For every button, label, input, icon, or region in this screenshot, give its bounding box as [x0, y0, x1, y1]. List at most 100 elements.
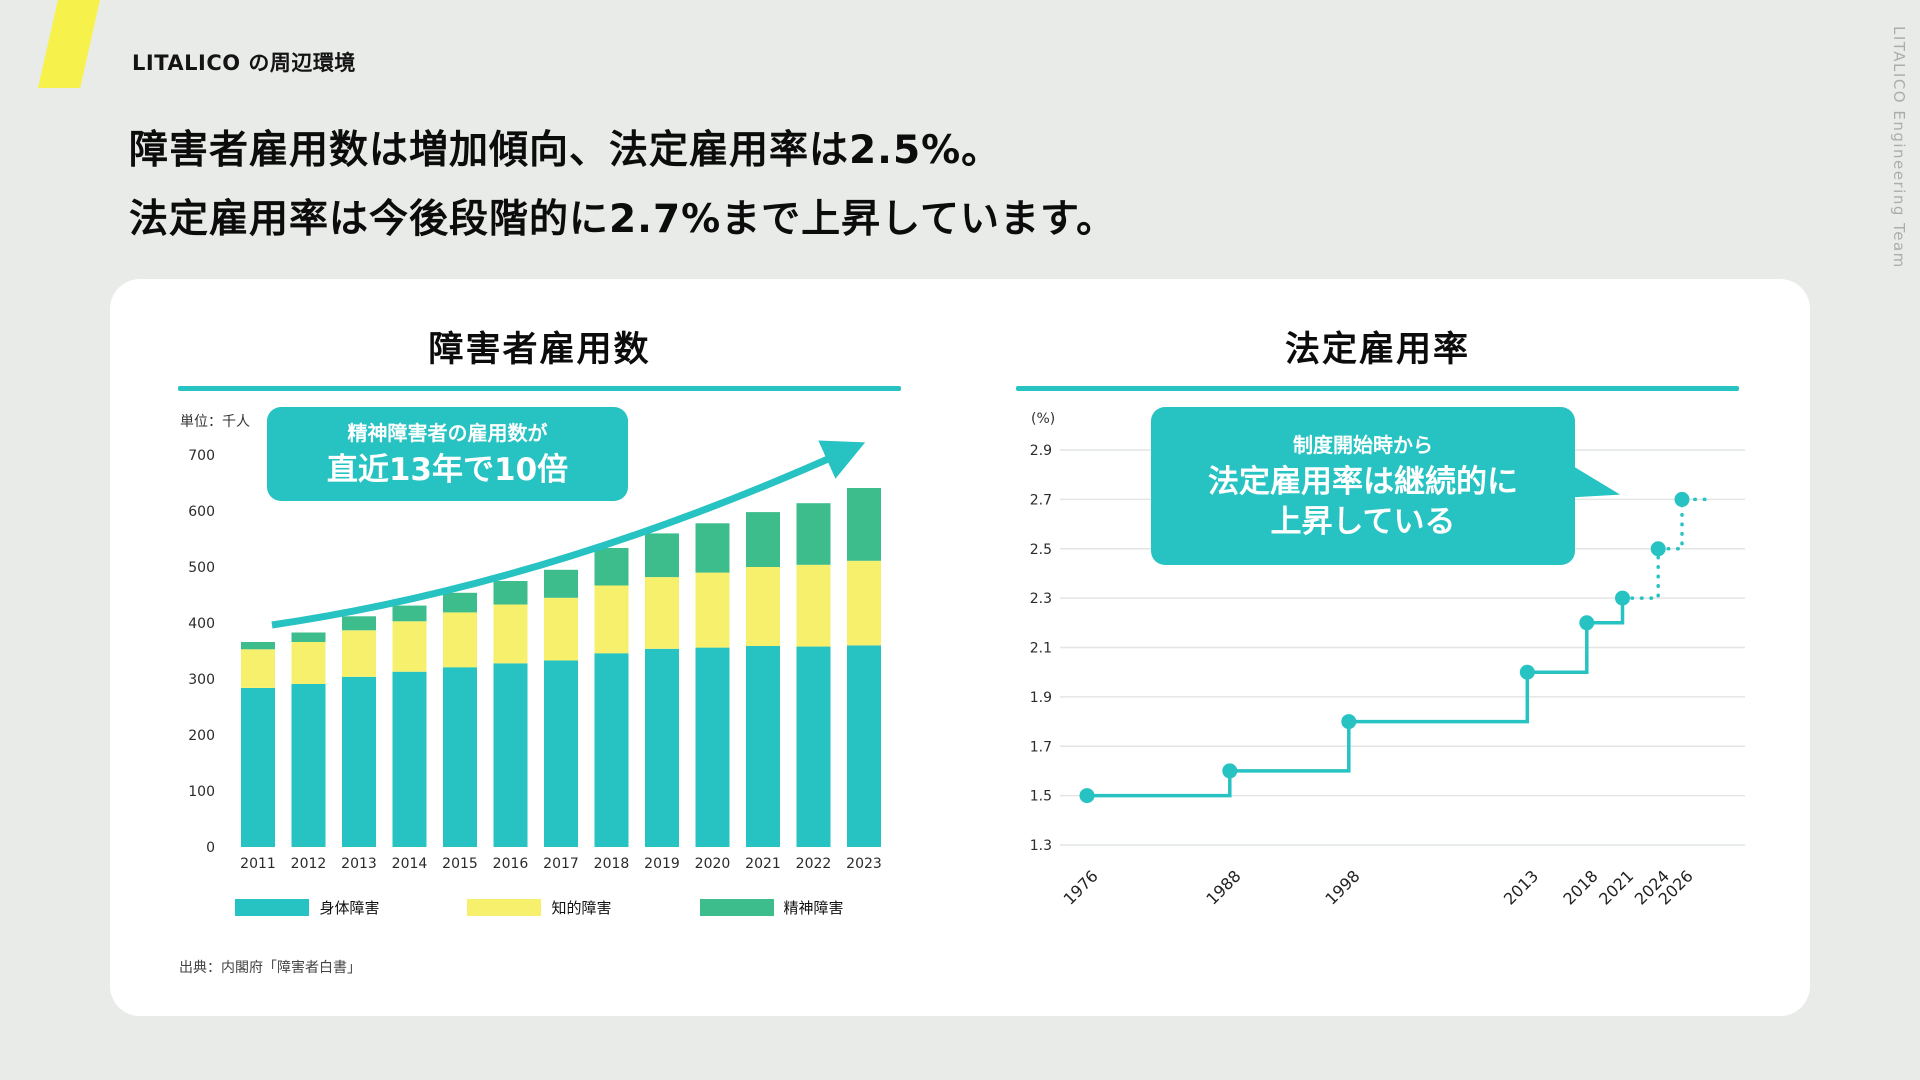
- y-tick-label: 2.3: [1030, 591, 1052, 607]
- y-tick-label: 600: [188, 504, 215, 520]
- bar-segment: [594, 585, 629, 654]
- bar-segment: [392, 621, 427, 672]
- y-tick-label: 1.5: [1030, 789, 1052, 805]
- bar-segment: [241, 642, 275, 650]
- bar-segment: [443, 612, 477, 668]
- bar-segment: [645, 533, 679, 578]
- bar-segment: [695, 572, 730, 648]
- bar-segment: [342, 616, 376, 631]
- bar-segment: [746, 567, 780, 646]
- right-callout-line-3: 上昇している: [1270, 504, 1456, 540]
- slide-kicker: LITALICO の周辺環境: [132, 51, 356, 75]
- y-tick-label: 500: [188, 560, 215, 576]
- y-tick-label: 2.1: [1030, 641, 1052, 657]
- bar-segment: [695, 647, 730, 847]
- x-tick-label: 2012: [291, 856, 327, 872]
- bar-segment: [291, 632, 326, 642]
- left-callout-line-2: 直近13年で10倍: [326, 452, 569, 489]
- y-tick-label: 700: [188, 448, 215, 464]
- bar-segment: [847, 488, 881, 561]
- right-chart-title: 法定雇用率: [1284, 330, 1470, 370]
- legend-item-intellectual: 知的障害: [467, 897, 612, 918]
- x-tick-label: 2018: [594, 856, 630, 872]
- data-point: [1615, 590, 1630, 606]
- y-tick-label: 0: [206, 840, 215, 856]
- legend-label-intellectual: 知的障害: [551, 899, 612, 917]
- panel-legal-rate: 法定雇用率: [1016, 321, 1739, 391]
- data-point: [1079, 788, 1095, 804]
- bar-segment: [443, 667, 477, 847]
- y-tick-label: 1.9: [1030, 690, 1052, 706]
- bar-segment: [493, 581, 528, 605]
- bar-segment: [493, 663, 528, 847]
- bar-segment: [241, 649, 275, 688]
- left-title-rule: [178, 386, 901, 391]
- headline-line-2: 法定雇用率は今後段階的に2.7%まで上昇しています。: [129, 197, 1117, 242]
- bar-segment: [544, 569, 578, 598]
- bar-segment: [493, 604, 528, 664]
- bar-segment: [544, 597, 578, 661]
- y-tick-label: 2.7: [1030, 492, 1052, 508]
- bar-segment: [443, 592, 477, 613]
- bar-segment: [645, 577, 679, 649]
- x-tick-label: 1988: [1202, 866, 1244, 908]
- x-tick-label: 2015: [442, 856, 478, 872]
- y-tick-label: 100: [188, 784, 215, 800]
- data-point: [1341, 714, 1357, 730]
- right-callout-line-1: 制度開始時から: [1293, 433, 1433, 458]
- x-tick-label: 2018: [1559, 866, 1601, 908]
- x-tick-label: 2017: [543, 856, 579, 872]
- y-tick-label: 200: [188, 728, 215, 744]
- legend-label-mental: 精神障害: [783, 899, 844, 917]
- right-callout-line-2: 法定雇用率は継続的に: [1208, 464, 1518, 501]
- bar-segment: [241, 688, 275, 847]
- bar-segment: [746, 512, 780, 567]
- bar-segment: [291, 642, 326, 684]
- x-tick-label: 2013: [1500, 866, 1542, 908]
- litalico-logo-slash-icon: [38, 0, 100, 88]
- bar-segment: [695, 523, 730, 573]
- bar-segment: [847, 645, 881, 847]
- data-point: [1222, 763, 1238, 779]
- x-tick-label: 2023: [846, 856, 882, 872]
- bar-segment: [645, 648, 679, 847]
- left-chart-legend: 身体障害 知的障害 精神障害: [178, 897, 901, 918]
- growth-arrow-icon: [271, 440, 866, 629]
- data-point: [1674, 491, 1690, 507]
- headline: 障害者雇用数は増加傾向、法定雇用率は2.5%。 法定雇用率は今後段階的に2.7%…: [129, 116, 1116, 254]
- bar-segment: [796, 503, 831, 565]
- headline-line-1: 障害者雇用数は増加傾向、法定雇用率は2.5%。: [129, 128, 1002, 173]
- chart-card: 障害者雇用数 単位：千人 0 100 200 300 400 500 600 700 2011 2…: [110, 279, 1810, 1016]
- y-tick-label: 400: [188, 616, 215, 632]
- x-tick-label: 2022: [796, 856, 832, 872]
- bar-segment: [796, 646, 831, 847]
- left-callout-line-1: 精神障害者の雇用数が: [347, 421, 548, 446]
- side-label: LITALICO Engineering Team: [1890, 26, 1908, 269]
- bar-segment: [392, 671, 427, 847]
- bar-segment: [342, 676, 376, 847]
- x-tick-label: 2019: [644, 856, 680, 872]
- bar-segment: [392, 605, 427, 622]
- x-tick-label: 1976: [1060, 866, 1102, 908]
- y-tick-label: 1.7: [1030, 739, 1052, 755]
- x-tick-label: 2014: [392, 856, 428, 872]
- y-tick-label: 2.5: [1030, 542, 1052, 558]
- panel-employment-count: 障害者雇用数: [178, 321, 901, 391]
- y-tick-label: 300: [188, 672, 215, 688]
- x-tick-label: 2020: [695, 856, 731, 872]
- legend-item-mental: 精神障害: [699, 897, 844, 918]
- bar-segment: [746, 646, 780, 847]
- x-tick-label: 1998: [1321, 866, 1363, 908]
- x-tick-label: 2021: [1595, 866, 1637, 908]
- legend-swatch-intellectual: [467, 899, 542, 916]
- bar-segment: [594, 548, 629, 586]
- x-tick-label: 2021: [745, 856, 781, 872]
- left-chart-unit-label: 単位：千人: [180, 414, 250, 430]
- bar-segment: [594, 653, 629, 847]
- bar-segment: [796, 564, 831, 647]
- y-tick-label: 1.3: [1030, 838, 1052, 854]
- y-tick-label: 2.9: [1030, 443, 1052, 459]
- data-point: [1650, 541, 1666, 557]
- bar-segment: [544, 660, 578, 847]
- right-title-rule: [1016, 386, 1739, 391]
